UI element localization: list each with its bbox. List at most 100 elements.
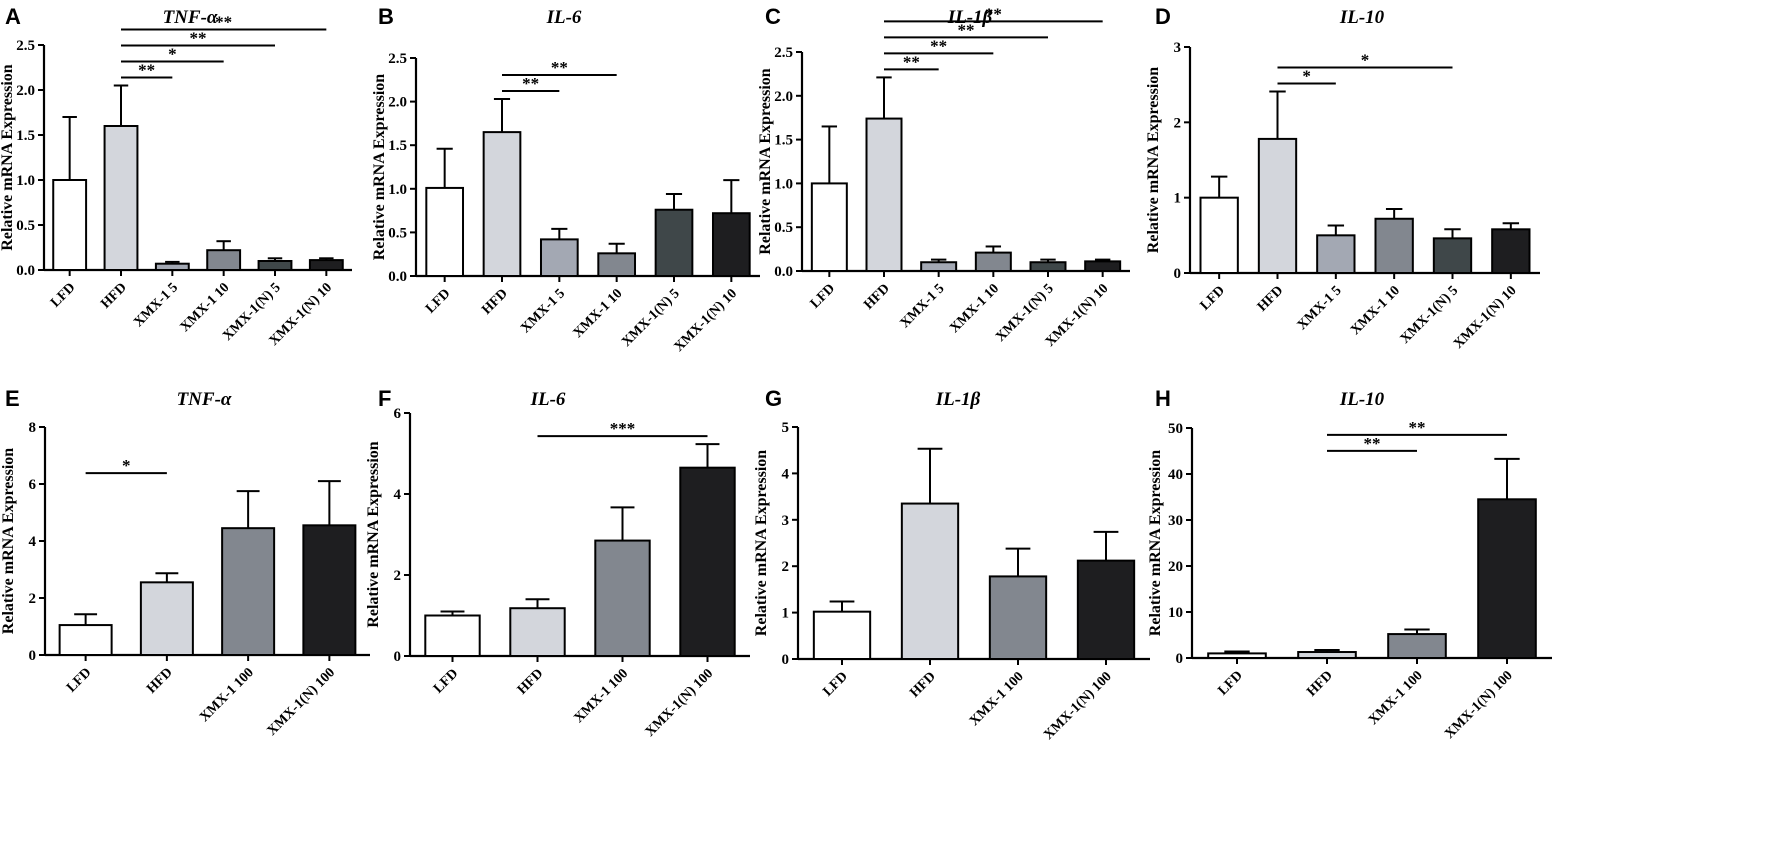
bar — [154, 262, 190, 272]
bar — [1316, 234, 1356, 274]
x-tick-label: LFD — [48, 280, 78, 310]
y-tick-label: 30 — [1168, 513, 1183, 529]
y-tick-label: 0 — [782, 652, 790, 668]
panel-title: IL-6 — [530, 389, 566, 410]
y-tick-label: 0 — [394, 649, 402, 665]
bar — [1387, 633, 1447, 660]
bar — [1084, 260, 1122, 273]
chart-panel-g: G IL-1β Relative mRNA Expression 0 1 2 3 4 5 LFD H… — [753, 386, 1150, 743]
bar — [257, 260, 293, 271]
y-tick-label: 0.0 — [16, 263, 35, 279]
y-tick-label: 0.5 — [388, 225, 407, 241]
y-axis-label: Relative mRNA Expression — [757, 68, 774, 254]
x-tick-label: LFD — [820, 669, 850, 699]
y-tick-label: 1.5 — [388, 138, 407, 154]
x-tick-label: HFD — [1304, 668, 1336, 700]
panel-label: H — [1155, 386, 1171, 411]
bar — [482, 131, 522, 277]
x-tick-label: LFD — [1198, 283, 1228, 313]
y-tick-label: 10 — [1168, 605, 1183, 621]
x-tick-label: XMX-1(N) 5 — [619, 286, 683, 350]
bar — [1491, 228, 1531, 275]
chart-panel-f: F IL-6 Relative mRNA Expression 0 2 4 6 LFD HFD X… — [365, 386, 750, 740]
y-tick-label: 50 — [1168, 421, 1183, 437]
bar — [1257, 137, 1298, 274]
bar — [1076, 559, 1136, 661]
significance-label: * — [122, 456, 131, 475]
x-tick-label: XMX-1(N) 100 — [1442, 668, 1516, 742]
y-axis-label: Relative mRNA Expression — [1145, 67, 1162, 253]
panel-title: TNF-α — [163, 7, 218, 28]
y-tick-label: 6 — [394, 406, 402, 422]
x-tick-label: XMX-1(N) 100 — [1041, 669, 1115, 743]
y-tick-label: 0.0 — [774, 264, 793, 280]
panel-title: TNF-α — [177, 389, 232, 410]
significance-label: ** — [1409, 418, 1426, 437]
bar — [920, 261, 958, 272]
y-tick-label: 8 — [29, 420, 37, 436]
y-tick-label: 1.5 — [16, 128, 35, 144]
bar — [539, 238, 579, 278]
bar — [988, 575, 1048, 661]
bar — [865, 117, 903, 272]
y-tick-label: 2 — [394, 568, 402, 584]
significance-label: ** — [903, 52, 920, 71]
x-tick-label: LFD — [1215, 668, 1245, 698]
x-tick-label: XMX-1 100 — [197, 665, 257, 725]
y-tick-label: 5 — [782, 420, 790, 436]
x-tick-label: XMX-1 10 — [571, 286, 626, 341]
panel-title: IL-1β — [935, 389, 981, 410]
bar — [812, 610, 872, 660]
bar — [52, 179, 88, 271]
significance-label: ** — [215, 13, 232, 32]
significance-label: * — [168, 45, 177, 64]
significance-label: ** — [551, 58, 568, 77]
bar — [425, 186, 465, 277]
x-tick-label: HFD — [907, 669, 939, 701]
y-axis-label: Relative mRNA Expression — [753, 450, 770, 636]
y-tick-label: 4 — [394, 487, 402, 503]
y-tick-label: 0 — [1176, 651, 1184, 667]
y-axis-label: Relative mRNA Expression — [1147, 450, 1164, 636]
x-tick-label: XMX-1 5 — [1295, 283, 1345, 333]
chart-panel-d: D IL-10 Relative mRNA Expression 0 1 2 3 LFD HFD… — [1145, 4, 1540, 352]
bar — [594, 539, 651, 658]
panel-label: B — [378, 4, 394, 29]
bar — [1374, 217, 1414, 274]
x-tick-label: XMX-1(N) 100 — [643, 666, 717, 740]
y-tick-label: 3 — [1174, 40, 1182, 56]
x-tick-label: HFD — [1255, 283, 1287, 315]
y-tick-label: 0 — [29, 648, 37, 664]
significance-label: * — [1302, 66, 1311, 85]
y-tick-label: 2.5 — [774, 45, 793, 61]
significance-label: ** — [138, 61, 155, 80]
bar — [206, 249, 242, 271]
x-tick-label: HFD — [144, 665, 176, 697]
x-tick-label: XMX-1 100 — [967, 669, 1027, 729]
x-tick-label: HFD — [98, 280, 130, 312]
y-tick-label: 0.5 — [774, 220, 793, 236]
y-tick-label: 2.0 — [774, 89, 793, 105]
panel-label: G — [765, 386, 782, 411]
significance-label: ** — [985, 4, 1002, 23]
bar — [1207, 652, 1267, 660]
x-tick-label: XMX-1 5 — [131, 280, 181, 330]
significance-label: ** — [522, 74, 539, 93]
x-tick-label: LFD — [808, 281, 838, 311]
y-tick-label: 2.0 — [16, 83, 35, 99]
x-tick-label: LFD — [64, 665, 94, 695]
bar — [1432, 237, 1473, 274]
panel-label: C — [765, 4, 781, 29]
x-tick-label: HFD — [515, 666, 547, 698]
chart-panel-e: E TNF-α Relative mRNA Expression 0 2 4 6 8 LFD HF… — [0, 386, 370, 739]
panel-label: A — [5, 4, 21, 29]
x-tick-label: XMX-1 100 — [572, 666, 632, 726]
bar — [900, 502, 960, 660]
y-tick-label: 3 — [782, 513, 790, 529]
x-tick-label: XMX-1(N) 100 — [265, 665, 339, 739]
bar — [302, 524, 357, 657]
y-tick-label: 40 — [1168, 467, 1183, 483]
panel-title: IL-10 — [1339, 389, 1385, 410]
panel-label: F — [378, 386, 391, 411]
